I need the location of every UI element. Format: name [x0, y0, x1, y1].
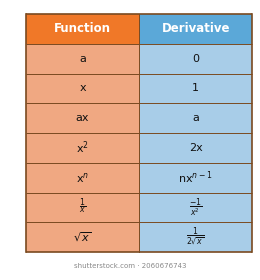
Text: $\frac{1}{x}$: $\frac{1}{x}$ [79, 197, 86, 217]
Text: 2x: 2x [189, 143, 203, 153]
Bar [139, 14, 252, 44]
Text: Function: Function [54, 22, 111, 35]
Bar [139, 193, 252, 222]
Bar [139, 44, 252, 74]
Text: nx$^{n-1}$: nx$^{n-1}$ [178, 169, 213, 186]
Text: a: a [79, 54, 86, 64]
Text: shutterstock.com · 2060676743: shutterstock.com · 2060676743 [74, 263, 186, 269]
Bar [139, 163, 252, 193]
Bar [26, 44, 139, 74]
Bar [139, 222, 252, 252]
Bar [26, 163, 139, 193]
Bar [26, 14, 139, 44]
Text: Derivative: Derivative [161, 22, 230, 35]
Text: 0: 0 [192, 54, 199, 64]
Text: ax: ax [76, 113, 89, 123]
Bar [26, 103, 139, 133]
Text: a: a [192, 113, 199, 123]
Bar [26, 222, 139, 252]
Bar [26, 133, 139, 163]
Text: 1: 1 [192, 83, 199, 93]
Text: $\frac{1}{2\sqrt{x}}$: $\frac{1}{2\sqrt{x}}$ [186, 226, 205, 248]
Bar [26, 74, 139, 103]
Bar [139, 74, 252, 103]
Bar [139, 133, 252, 163]
Text: x$^2$: x$^2$ [76, 139, 89, 156]
Text: $\sqrt{x}$: $\sqrt{x}$ [73, 230, 92, 244]
Text: x: x [79, 83, 86, 93]
Bar [139, 103, 252, 133]
Text: x$^n$: x$^n$ [76, 171, 89, 185]
Bar [26, 193, 139, 222]
Text: $\frac{-1}{x^2}$: $\frac{-1}{x^2}$ [189, 196, 202, 219]
